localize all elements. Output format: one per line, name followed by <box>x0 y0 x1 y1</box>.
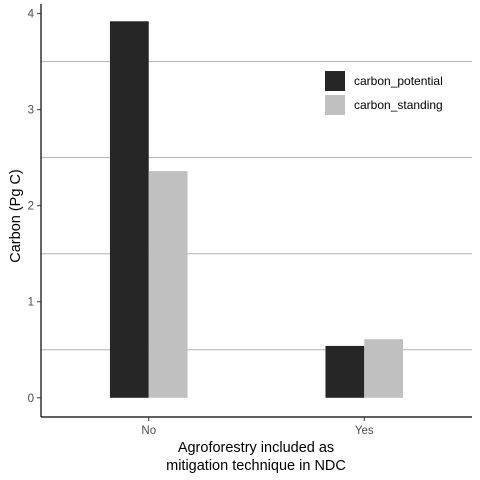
x-axis-title-line-1: Agroforestry included as <box>178 440 334 456</box>
y-tick-label-4: 4 <box>28 9 35 21</box>
legend-key-carbon_standing <box>325 95 345 115</box>
x-axis-title-line-2: mitigation technique in NDC <box>166 458 346 474</box>
bar-carbon_standing-yes <box>364 339 404 398</box>
bar-carbon_standing-no <box>148 171 188 398</box>
y-axis-title: Carbon (Pg C) <box>8 169 24 262</box>
bars <box>109 21 404 398</box>
legend-label-carbon_standing: carbon_standing <box>354 98 443 112</box>
x-axis-ticks: No Yes <box>141 417 374 437</box>
bar-carbon_potential-yes <box>325 345 365 398</box>
y-tick-label-1: 1 <box>28 297 34 309</box>
x-tick-label-1: Yes <box>355 425 374 437</box>
legend-label-carbon_potential: carbon_potential <box>354 74 443 88</box>
legend: carbon_potential carbon_standing <box>316 64 456 122</box>
y-axis-ticks: 0 1 2 3 4 <box>28 9 41 405</box>
y-tick-label-3: 3 <box>28 105 34 117</box>
x-tick-label-0: No <box>141 425 156 437</box>
bar-carbon_potential-no <box>109 21 149 398</box>
y-tick-label-0: 0 <box>28 393 34 405</box>
y-tick-label-2: 2 <box>28 201 34 213</box>
legend-key-carbon_potential <box>325 71 345 91</box>
axes <box>40 4 472 418</box>
